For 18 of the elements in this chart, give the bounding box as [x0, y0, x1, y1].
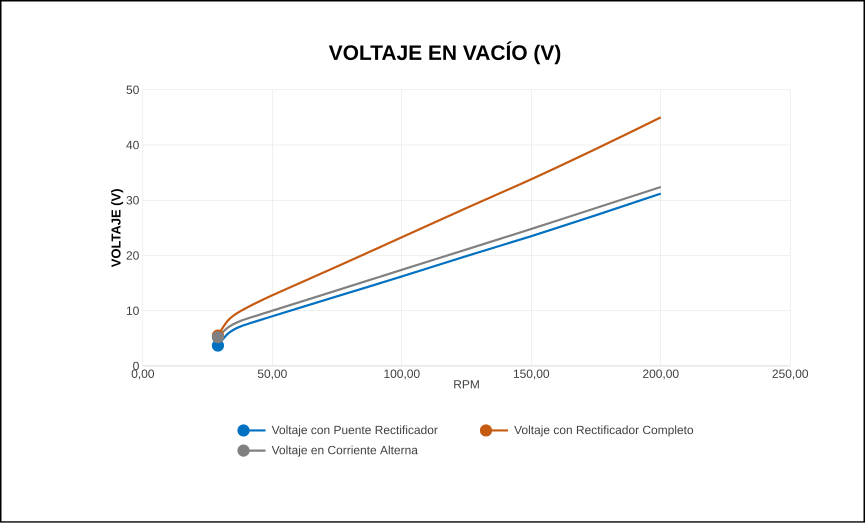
x-tick-label: 200,00: [643, 370, 679, 380]
x-tick-label: 0,00: [132, 370, 154, 380]
y-tick-label: 50: [126, 86, 139, 94]
legend-label: Voltaje con Puente Rectificador: [272, 425, 438, 437]
y-tick-label: 40: [126, 140, 139, 150]
x-tick-label: 250,00: [772, 370, 808, 380]
x-tick-label: 150,00: [514, 370, 550, 380]
y-tick-label: 30: [126, 196, 139, 205]
legend-label: Voltaje en Corriente Alterna: [272, 446, 418, 457]
y-tick-label: 0: [133, 362, 139, 370]
y-tick-label: 10: [126, 306, 139, 316]
x-tick-label: 100,00: [384, 370, 420, 380]
x-axis-title: RPM: [454, 380, 479, 389]
y-tick-label: 20: [126, 251, 139, 260]
x-tick-label: 50,00: [258, 370, 287, 380]
y-axis-title: VOLTAJE (V): [111, 189, 124, 268]
chart-title: VOLTAJE EN VACÍO (V): [328, 41, 560, 64]
legend-label: Voltaje con Rectificador Completo: [514, 425, 694, 437]
